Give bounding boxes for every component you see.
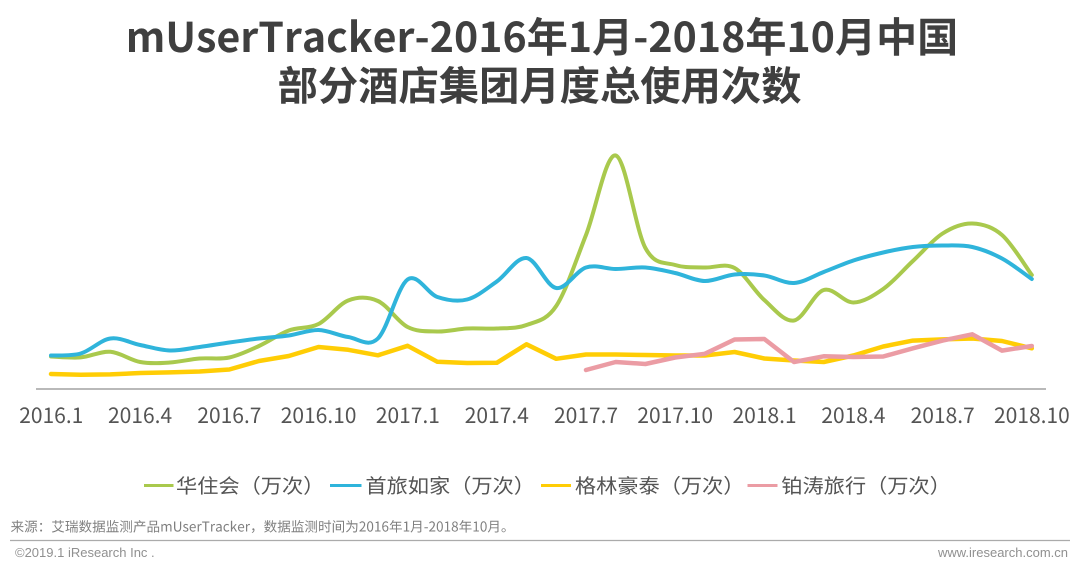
- svg-text:©2019.1 iResearch Inc .: ©2019.1 iResearch Inc .: [15, 545, 155, 560]
- svg-text:www.iresearch.com.cn: www.iresearch.com.cn: [937, 545, 1068, 560]
